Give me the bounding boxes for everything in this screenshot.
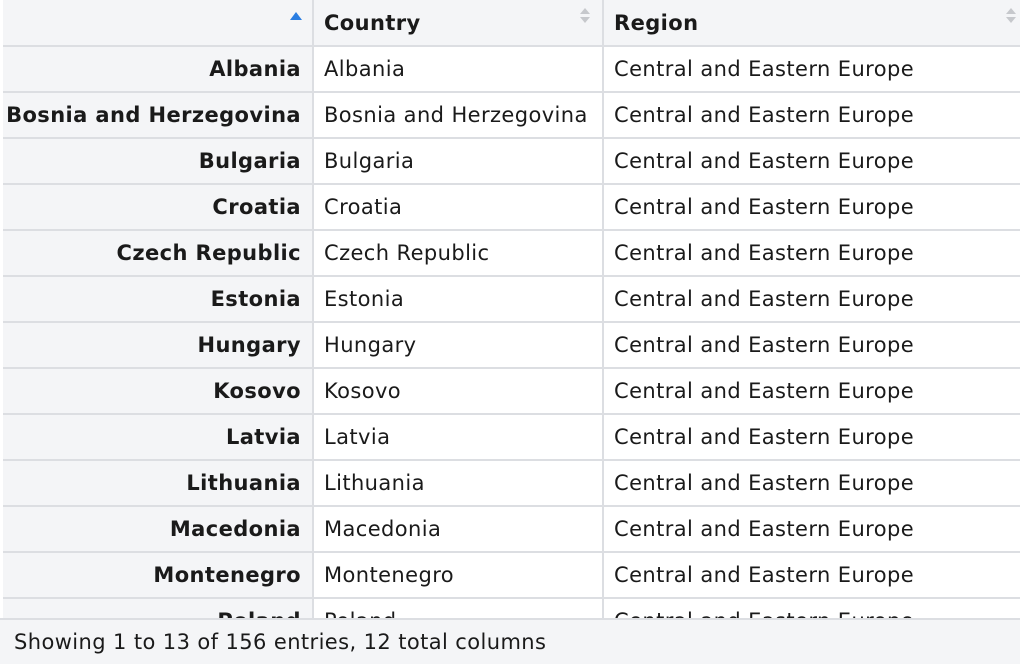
row-name-cell: Hungary	[3, 322, 314, 369]
table-row: Hungary Hungary Central and Eastern Euro…	[3, 322, 1020, 369]
table-body: Albania Albania Central and Eastern Euro…	[3, 46, 1020, 618]
table-scroll-area[interactable]: Country Region Albania Albania Central a…	[3, 0, 1020, 618]
table-footer: Showing 1 to 13 of 156 entries, 12 total…	[0, 618, 1020, 664]
table-row: Albania Albania Central and Eastern Euro…	[3, 46, 1020, 93]
region-cell: Central and Eastern Europe	[603, 460, 1020, 507]
row-name-cell: Kosovo	[3, 368, 314, 415]
table-row: Bulgaria Bulgaria Central and Eastern Eu…	[3, 138, 1020, 185]
table-row: Latvia Latvia Central and Eastern Europe	[3, 414, 1020, 461]
sort-both-icon[interactable]	[580, 8, 590, 26]
table-row: Lithuania Lithuania Central and Eastern …	[3, 460, 1020, 507]
country-cell: Poland	[313, 598, 604, 618]
region-cell: Central and Eastern Europe	[603, 414, 1020, 461]
header-row: Country Region	[3, 0, 1020, 47]
region-cell: Central and Eastern Europe	[603, 230, 1020, 277]
data-table: Country Region Albania Albania Central a…	[3, 0, 1020, 618]
region-column-label: Region	[614, 10, 699, 35]
country-cell: Hungary	[313, 322, 604, 369]
country-cell: Latvia	[313, 414, 604, 461]
row-name-cell: Croatia	[3, 184, 314, 231]
table-row: Poland Poland Central and Eastern Europe	[3, 598, 1020, 618]
country-cell: Estonia	[313, 276, 604, 323]
row-name-cell: Czech Republic	[3, 230, 314, 277]
table-row: Croatia Croatia Central and Eastern Euro…	[3, 184, 1020, 231]
country-cell: Kosovo	[313, 368, 604, 415]
entries-status-text: Showing 1 to 13 of 156 entries, 12 total…	[14, 630, 547, 654]
table-row: Montenegro Montenegro Central and Easter…	[3, 552, 1020, 599]
region-cell: Central and Eastern Europe	[603, 368, 1020, 415]
region-cell: Central and Eastern Europe	[603, 506, 1020, 553]
country-column-header[interactable]: Country	[313, 0, 604, 47]
country-cell: Croatia	[313, 184, 604, 231]
row-name-cell: Bulgaria	[3, 138, 314, 185]
country-cell: Czech Republic	[313, 230, 604, 277]
region-cell: Central and Eastern Europe	[603, 598, 1020, 618]
region-cell: Central and Eastern Europe	[603, 322, 1020, 369]
region-cell: Central and Eastern Europe	[603, 552, 1020, 599]
table-row: Bosnia and Herzegovina Bosnia and Herzeg…	[3, 92, 1020, 139]
sort-both-icon[interactable]	[1006, 8, 1016, 26]
row-name-cell: Estonia	[3, 276, 314, 323]
region-column-header[interactable]: Region	[603, 0, 1020, 47]
table-row: Estonia Estonia Central and Eastern Euro…	[3, 276, 1020, 323]
row-name-cell: Macedonia	[3, 506, 314, 553]
region-cell: Central and Eastern Europe	[603, 46, 1020, 93]
table-row: Macedonia Macedonia Central and Eastern …	[3, 506, 1020, 553]
rownames-header[interactable]	[3, 0, 314, 47]
region-cell: Central and Eastern Europe	[603, 184, 1020, 231]
table-row: Kosovo Kosovo Central and Eastern Europe	[3, 368, 1020, 415]
row-name-cell: Lithuania	[3, 460, 314, 507]
country-column-label: Country	[324, 10, 421, 35]
row-name-cell: Albania	[3, 46, 314, 93]
row-name-cell: Bosnia and Herzegovina	[3, 92, 314, 139]
table-row: Czech Republic Czech Republic Central an…	[3, 230, 1020, 277]
region-cell: Central and Eastern Europe	[603, 276, 1020, 323]
row-name-cell: Latvia	[3, 414, 314, 461]
country-cell: Macedonia	[313, 506, 604, 553]
country-cell: Bulgaria	[313, 138, 604, 185]
row-name-cell: Montenegro	[3, 552, 314, 599]
country-cell: Montenegro	[313, 552, 604, 599]
region-cell: Central and Eastern Europe	[603, 138, 1020, 185]
row-name-cell: Poland	[3, 598, 314, 618]
country-cell: Lithuania	[313, 460, 604, 507]
region-cell: Central and Eastern Europe	[603, 92, 1020, 139]
country-cell: Albania	[313, 46, 604, 93]
sort-ascending-icon[interactable]	[290, 12, 302, 20]
country-cell: Bosnia and Herzegovina	[313, 92, 604, 139]
